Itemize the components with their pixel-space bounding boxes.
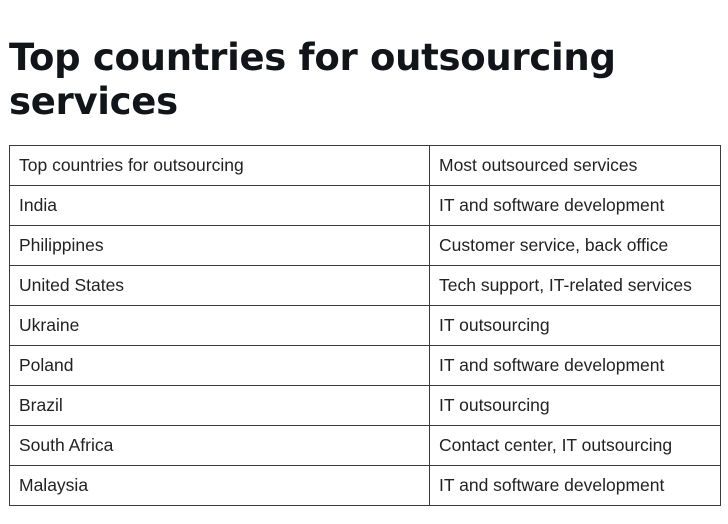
table-row: Brazil IT outsourcing [9,385,721,426]
table-header-row: Top countries for outsourcing Most outso… [9,145,721,186]
table-row: Poland IT and software development [9,345,721,386]
country-cell: Brazil [9,385,430,426]
table-row: Malaysia IT and software development [9,465,721,506]
table-row: India IT and software development [9,185,721,226]
services-cell: IT and software development [429,345,721,386]
services-cell: IT and software development [429,185,721,226]
header-services: Most outsourced services [429,145,721,186]
services-cell: IT outsourcing [429,305,721,346]
table-row: South Africa Contact center, IT outsourc… [9,425,721,466]
services-cell: Customer service, back office [429,225,721,266]
header-country: Top countries for outsourcing [9,145,430,186]
services-cell: IT outsourcing [429,385,721,426]
country-cell: Poland [9,345,430,386]
outsourcing-table: Top countries for outsourcing Most outso… [9,145,721,506]
country-cell: South Africa [9,425,430,466]
services-cell: IT and software development [429,465,721,506]
country-cell: United States [9,265,430,306]
country-cell: India [9,185,430,226]
country-cell: Malaysia [9,465,430,506]
page-title: Top countries for outsourcing services [9,36,616,123]
table-row: United States Tech support, IT-related s… [9,265,721,306]
table-row: Ukraine IT outsourcing [9,305,721,346]
services-cell: Contact center, IT outsourcing [429,425,721,466]
country-cell: Ukraine [9,305,430,346]
country-cell: Philippines [9,225,430,266]
services-cell: Tech support, IT-related services [429,265,721,306]
table-row: Philippines Customer service, back offic… [9,225,721,266]
